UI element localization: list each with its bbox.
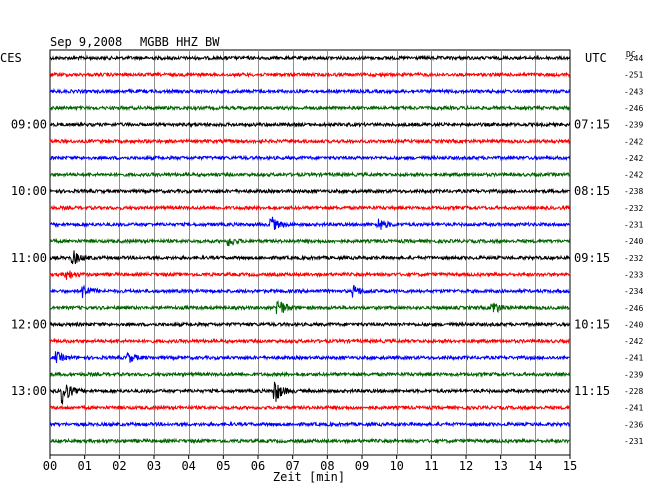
left-time-label: 13:00 [11,384,47,398]
dc-offset-label: -231 [624,437,643,446]
trace-20 [49,370,571,378]
dc-offset-label: -242 [624,337,643,346]
dc-offset-label: -242 [624,154,643,163]
trace-22 [49,404,571,412]
date-label: Sep 9,2008 [50,35,122,49]
dc-offset-label: -234 [624,287,643,296]
right-time-label: 07:15 [574,118,610,132]
x-tick-label: 04 [181,459,195,473]
x-tick-label: 00 [43,459,57,473]
x-tick-label: 10 [389,459,403,473]
right-time-label: 10:15 [574,317,610,331]
trace-1 [49,54,571,62]
left-time-label: 11:00 [11,251,47,265]
x-tick-label: 06 [251,459,265,473]
trace-4 [49,104,571,112]
trace-21 [49,381,571,405]
right-time-label: 08:15 [574,184,610,198]
x-tick-label: 09 [355,459,369,473]
x-tick-label: 13 [493,459,507,473]
x-tick-label: 12 [459,459,473,473]
trace-7 [49,154,571,162]
trace-5 [49,121,571,129]
grid-lines [49,49,571,456]
x-tick-label: 08 [320,459,334,473]
dc-offset-label: -239 [624,121,643,130]
trace-19 [49,351,571,364]
dc-offset-label: -242 [624,137,643,146]
left-time-label: 12:00 [11,317,47,331]
trace-14 [49,270,571,280]
right-time-labels: 07:15 08:15 09:15 10:15 11:15 [574,118,610,398]
trace-2 [49,71,571,79]
trace-3 [49,87,570,95]
trace-11 [49,216,571,230]
x-tick-label: 05 [216,459,230,473]
trace-6 [49,137,571,145]
dc-offset-label: -244 [624,54,643,63]
x-tick-label: 02 [112,459,126,473]
trace-17 [49,320,571,328]
left-time-label: 09:00 [11,118,47,132]
dc-offset-label: -241 [624,354,643,363]
right-timezone-label: UTC [585,51,607,65]
x-axis-label: Zeit [min] [273,470,345,484]
dc-offset-label: -242 [624,171,643,180]
dc-offset-labels: -244 -251 -243 -246 -239 -242 -242 -242 -238 -232… [624,54,643,446]
left-time-labels: 09:00 10:00 11:00 12:00 13:00 [11,118,47,398]
left-time-label: 10:00 [11,184,47,198]
dc-offset-label: -233 [624,270,643,279]
trace-24 [49,437,571,445]
trace-8 [49,171,571,179]
trace-18 [49,337,571,345]
dc-offset-label: -246 [624,104,643,113]
dc-offset-label: -228 [624,387,643,396]
seismogram-traces [49,54,571,445]
trace-15 [49,284,571,299]
x-tick-label: 11 [424,459,438,473]
dc-offset-label: -243 [624,87,643,96]
dc-offset-label: -240 [624,237,643,246]
dc-offset-label: -241 [624,404,643,413]
dc-offset-label: -240 [624,320,643,329]
right-time-label: 11:15 [574,384,610,398]
dc-offset-label: -251 [624,71,643,80]
x-tick-label: 03 [147,459,161,473]
trace-13 [49,250,571,265]
trace-16 [49,299,571,315]
x-tick-label: 01 [77,459,91,473]
left-timezone-label: CES [0,51,22,65]
dc-offset-label: -232 [624,204,643,213]
x-tick-label: 07 [285,459,299,473]
x-tick-label: 14 [528,459,542,473]
dc-offset-label: -232 [624,254,643,263]
right-time-label: 09:15 [574,251,610,265]
x-tick-label: 15 [563,459,577,473]
trace-9 [49,187,571,195]
trace-12 [49,237,571,247]
dc-offset-label: -236 [624,420,643,429]
trace-10 [49,204,571,212]
plot-frame [49,49,571,456]
x-axis-ticks: 00 01 02 03 04 05 06 07 08 09 10 11 12 13 14 15 [43,455,577,473]
dc-offset-label: -246 [624,304,643,313]
station-label: MGBB HHZ BW [140,35,220,49]
dc-offset-label: -239 [624,370,643,379]
trace-23 [49,420,571,428]
dc-offset-label: -238 [624,187,643,196]
dc-offset-label: -231 [624,221,643,230]
dc-header-label: DC [626,50,636,59]
